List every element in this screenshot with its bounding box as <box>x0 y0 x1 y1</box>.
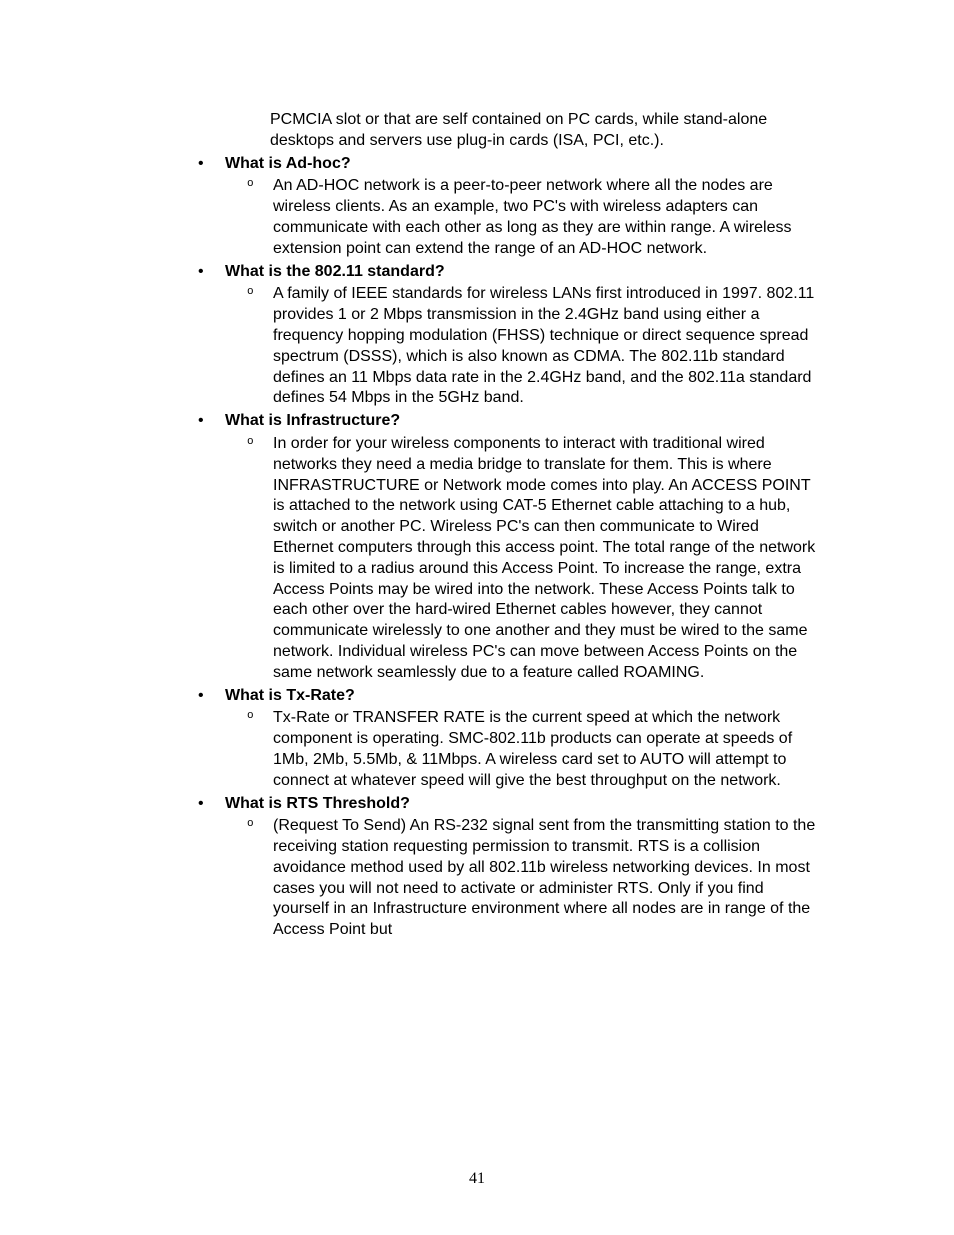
faq-item: What is Tx-Rate? Tx-Rate or TRANSFER RAT… <box>180 686 819 792</box>
faq-answer-list: (Request To Send) An RS-232 signal sent … <box>225 816 819 941</box>
faq-heading: What is Ad-hoc? <box>225 155 351 172</box>
faq-heading: What is the 802.11 standard? <box>225 263 445 280</box>
faq-answer: A family of IEEE standards for wireless … <box>225 284 819 409</box>
faq-heading: What is Infrastructure? <box>225 412 400 429</box>
faq-answer-list: Tx-Rate or TRANSFER RATE is the current … <box>225 708 819 791</box>
document-content: PCMCIA slot or that are self contained o… <box>0 0 954 941</box>
faq-item: What is RTS Threshold? (Request To Send)… <box>180 794 819 942</box>
intro-continuation-text: PCMCIA slot or that are self contained o… <box>270 110 819 152</box>
faq-answer: An AD-HOC network is a peer-to-peer netw… <box>225 176 819 259</box>
faq-heading: What is RTS Threshold? <box>225 795 410 812</box>
faq-answer-list: An AD-HOC network is a peer-to-peer netw… <box>225 176 819 259</box>
faq-list: What is Ad-hoc? An AD-HOC network is a p… <box>180 154 819 941</box>
faq-answer: Tx-Rate or TRANSFER RATE is the current … <box>225 708 819 791</box>
faq-answer-list: In order for your wireless components to… <box>225 434 819 684</box>
faq-item: What is Ad-hoc? An AD-HOC network is a p… <box>180 154 819 260</box>
faq-answer: In order for your wireless components to… <box>225 434 819 684</box>
page-number: 41 <box>0 1169 954 1190</box>
faq-answer-list: A family of IEEE standards for wireless … <box>225 284 819 409</box>
faq-item: What is the 802.11 standard? A family of… <box>180 262 819 410</box>
faq-answer: (Request To Send) An RS-232 signal sent … <box>225 816 819 941</box>
faq-item: What is Infrastructure? In order for you… <box>180 411 819 683</box>
faq-heading: What is Tx-Rate? <box>225 687 355 704</box>
